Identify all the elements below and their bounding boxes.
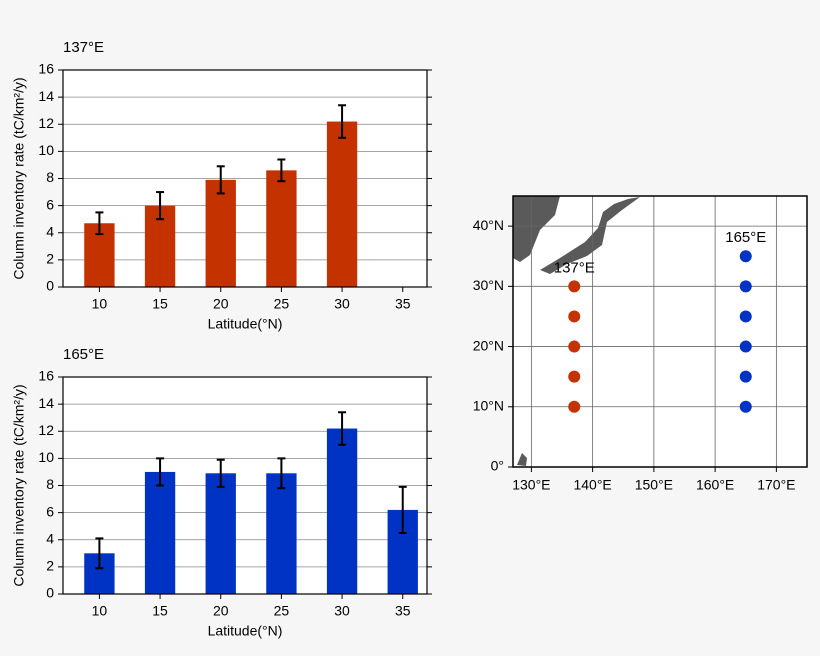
station-point bbox=[739, 280, 752, 293]
bar bbox=[144, 471, 176, 594]
y-tick-label: 0 bbox=[46, 585, 54, 601]
series-label: 165°E bbox=[725, 229, 766, 246]
station-point bbox=[568, 340, 581, 353]
x-tick-label: 160°E bbox=[696, 477, 734, 493]
x-tick-label: 15 bbox=[152, 296, 168, 312]
plot-frame bbox=[62, 376, 428, 595]
chart-title: 165°E bbox=[63, 346, 104, 363]
map-frame bbox=[512, 195, 808, 468]
bar bbox=[205, 179, 236, 287]
plot-frame bbox=[62, 69, 428, 288]
y-tick-label: 6 bbox=[46, 503, 54, 519]
y-tick-label: 4 bbox=[46, 223, 54, 239]
x-tick-label: 20 bbox=[213, 296, 229, 312]
bar bbox=[326, 428, 358, 594]
y-tick-label: 10 bbox=[38, 142, 54, 158]
error-bar bbox=[216, 458, 225, 488]
error-bar bbox=[277, 457, 286, 490]
station-point bbox=[568, 370, 581, 383]
x-tick-label: 15 bbox=[152, 603, 168, 619]
bar bbox=[266, 473, 297, 594]
y-tick-label: 0 bbox=[46, 278, 54, 294]
error-bar bbox=[398, 485, 407, 534]
station-point bbox=[739, 250, 752, 263]
station-point bbox=[568, 280, 581, 293]
x-axis-label: Latitude(°N) bbox=[208, 623, 283, 639]
y-tick-label: 14 bbox=[38, 395, 54, 411]
y-axis-label: Column inventory rate (tC/km²/y) bbox=[11, 384, 27, 586]
x-tick-label: 150°E bbox=[635, 477, 673, 493]
y-tick-label: 30°N bbox=[473, 277, 504, 293]
y-tick-label: 4 bbox=[46, 530, 54, 546]
y-tick-label: 8 bbox=[46, 476, 54, 492]
y-tick-label: 6 bbox=[46, 196, 54, 212]
x-tick-label: 35 bbox=[395, 603, 411, 619]
bar bbox=[326, 121, 358, 287]
x-tick-label: 130°E bbox=[512, 477, 550, 493]
land-mass bbox=[517, 453, 527, 466]
error-bar bbox=[156, 191, 165, 221]
station-point bbox=[739, 400, 752, 413]
y-tick-label: 0° bbox=[491, 458, 504, 474]
station-point bbox=[568, 400, 581, 413]
x-tick-label: 170°E bbox=[757, 477, 795, 493]
map-area bbox=[513, 196, 807, 467]
land-mass bbox=[540, 197, 640, 274]
x-tick-label: 30 bbox=[334, 603, 350, 619]
error-bar bbox=[95, 537, 104, 570]
land-mass bbox=[513, 196, 560, 262]
x-tick-label: 25 bbox=[274, 296, 290, 312]
x-tick-label: 140°E bbox=[573, 477, 611, 493]
x-tick-label: 30 bbox=[334, 296, 350, 312]
y-tick-label: 8 bbox=[46, 169, 54, 185]
bar bbox=[205, 473, 236, 594]
y-tick-label: 2 bbox=[46, 251, 54, 267]
x-axis-label: Latitude(°N) bbox=[208, 316, 283, 332]
y-axis-label: Column inventory rate (tC/km²/y) bbox=[11, 77, 27, 279]
y-tick-label: 20°N bbox=[473, 337, 504, 353]
y-tick-label: 12 bbox=[38, 422, 54, 438]
y-tick-label: 40°N bbox=[473, 217, 504, 233]
x-tick-label: 25 bbox=[274, 603, 290, 619]
error-bar bbox=[156, 457, 165, 487]
error-bar bbox=[95, 211, 104, 236]
station-point bbox=[739, 310, 752, 323]
x-tick-label: 20 bbox=[213, 603, 229, 619]
error-bar bbox=[338, 411, 347, 446]
station-point bbox=[568, 310, 581, 323]
error-bar bbox=[277, 158, 286, 183]
y-tick-label: 12 bbox=[38, 115, 54, 131]
y-tick-label: 10°N bbox=[473, 397, 504, 413]
error-bar bbox=[216, 165, 225, 195]
y-tick-label: 14 bbox=[38, 88, 54, 104]
x-tick-label: 10 bbox=[92, 296, 108, 312]
station-point bbox=[739, 340, 752, 353]
series-label: 137°E bbox=[554, 259, 595, 276]
land bbox=[513, 196, 640, 466]
y-tick-label: 16 bbox=[38, 368, 54, 384]
y-tick-label: 2 bbox=[46, 558, 54, 574]
error-bar bbox=[338, 104, 347, 139]
y-tick-label: 16 bbox=[38, 61, 54, 77]
x-tick-label: 35 bbox=[395, 296, 411, 312]
bar bbox=[266, 170, 297, 287]
y-tick-label: 10 bbox=[38, 449, 54, 465]
x-tick-label: 10 bbox=[92, 603, 108, 619]
station-point bbox=[739, 370, 752, 383]
chart-title: 137°E bbox=[63, 39, 104, 56]
